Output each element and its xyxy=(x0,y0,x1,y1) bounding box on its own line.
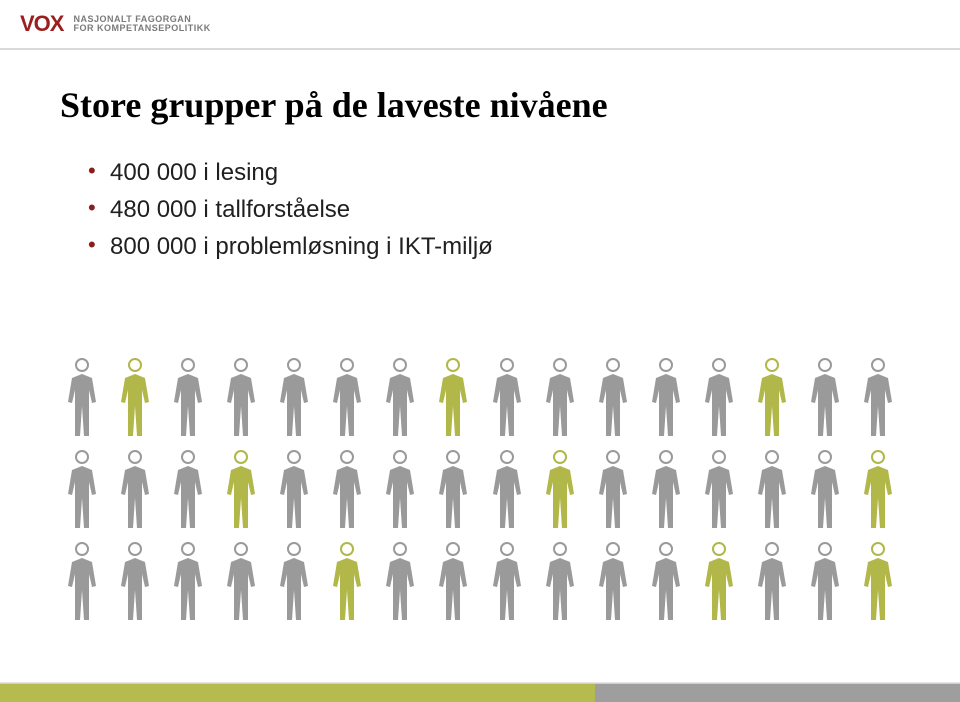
person-icon xyxy=(325,540,369,624)
logo-subtitle-line2: FOR KOMPETANSEPOLITIKK xyxy=(73,24,210,33)
person-icon xyxy=(325,356,369,440)
person-icon xyxy=(60,356,104,440)
bullet-item: 800 000 i problemløsning i IKT-miljø xyxy=(88,228,900,265)
person-icon xyxy=(750,540,794,624)
person-icon xyxy=(113,356,157,440)
person-icon xyxy=(113,540,157,624)
slide-content: Store grupper på de laveste nivåene 400 … xyxy=(0,48,960,266)
logo-mark: VOX xyxy=(20,11,63,37)
slide-title: Store grupper på de laveste nivåene xyxy=(60,84,900,126)
person-icon xyxy=(591,540,635,624)
person-icon xyxy=(644,356,688,440)
person-icon xyxy=(856,448,900,532)
person-icon xyxy=(644,448,688,532)
logo: VOX NASJONALT FAGORGAN FOR KOMPETANSEPOL… xyxy=(20,11,211,37)
person-icon xyxy=(219,448,263,532)
people-row xyxy=(60,448,900,532)
person-icon xyxy=(219,356,263,440)
person-icon xyxy=(431,356,475,440)
person-icon xyxy=(166,448,210,532)
person-icon xyxy=(431,540,475,624)
person-icon xyxy=(538,356,582,440)
person-icon xyxy=(485,356,529,440)
person-icon xyxy=(219,540,263,624)
person-icon xyxy=(750,448,794,532)
person-icon xyxy=(856,356,900,440)
person-icon xyxy=(378,356,422,440)
footer-bar xyxy=(0,683,960,702)
bullet-list: 400 000 i lesing480 000 i tallforståelse… xyxy=(88,154,900,266)
person-icon xyxy=(697,448,741,532)
person-icon xyxy=(378,540,422,624)
person-icon xyxy=(166,356,210,440)
person-icon xyxy=(272,540,316,624)
people-row xyxy=(60,540,900,624)
person-icon xyxy=(431,448,475,532)
person-icon xyxy=(591,448,635,532)
logo-subtitle: NASJONALT FAGORGAN FOR KOMPETANSEPOLITIK… xyxy=(73,15,210,34)
person-icon xyxy=(60,540,104,624)
person-icon xyxy=(591,356,635,440)
person-icon xyxy=(538,540,582,624)
person-icon xyxy=(803,356,847,440)
person-icon xyxy=(856,540,900,624)
person-icon xyxy=(485,540,529,624)
person-icon xyxy=(538,448,582,532)
bullet-item: 400 000 i lesing xyxy=(88,154,900,191)
person-icon xyxy=(803,448,847,532)
person-icon xyxy=(697,356,741,440)
people-row xyxy=(60,356,900,440)
bullet-item: 480 000 i tallforståelse xyxy=(88,191,900,228)
person-icon xyxy=(378,448,422,532)
header: VOX NASJONALT FAGORGAN FOR KOMPETANSEPOL… xyxy=(0,0,960,48)
people-infographic xyxy=(60,356,900,632)
person-icon xyxy=(325,448,369,532)
person-icon xyxy=(750,356,794,440)
person-icon xyxy=(272,356,316,440)
person-icon xyxy=(697,540,741,624)
person-icon xyxy=(113,448,157,532)
person-icon xyxy=(644,540,688,624)
person-icon xyxy=(803,540,847,624)
person-icon xyxy=(60,448,104,532)
person-icon xyxy=(166,540,210,624)
person-icon xyxy=(272,448,316,532)
person-icon xyxy=(485,448,529,532)
